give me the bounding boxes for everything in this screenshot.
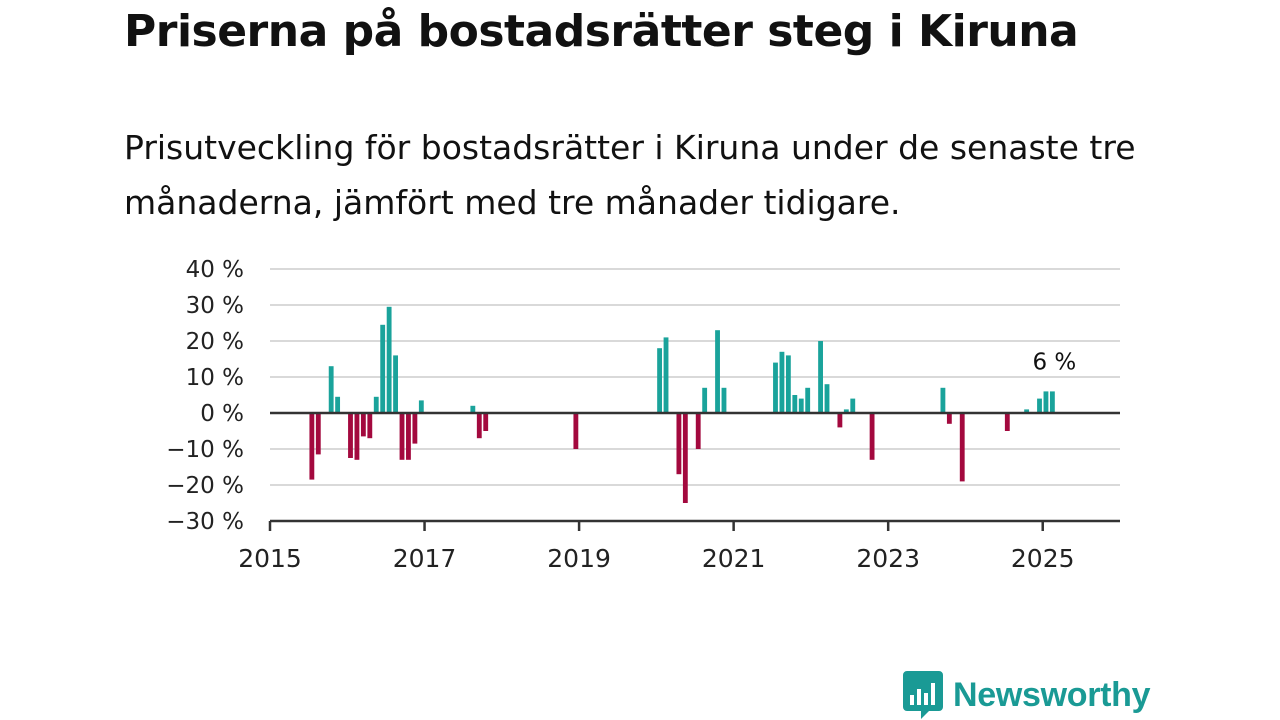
bar: [483, 413, 489, 431]
newsworthy-logo: Newsworthy: [903, 671, 1151, 719]
y-tick-label: 0 %: [200, 401, 244, 427]
bar: [721, 387, 727, 413]
bar: [663, 337, 669, 413]
value-annotation: 6 %: [1032, 349, 1076, 375]
bar: [476, 413, 482, 439]
bar: [348, 413, 353, 458]
bar: [682, 413, 688, 503]
bar: [1037, 398, 1042, 413]
bar: [573, 413, 579, 449]
bar: [315, 413, 321, 455]
y-tick-label: −30 %: [166, 509, 244, 535]
bar: [328, 366, 334, 413]
bar: [824, 384, 830, 413]
bar: [309, 413, 315, 480]
brand-name: Newsworthy: [953, 675, 1151, 714]
bar: [393, 355, 398, 413]
x-tick-label: 2017: [393, 544, 457, 573]
chart-subtitle: Prisutveckling för bostadsrätter i Kirun…: [124, 128, 1136, 222]
bar: [1049, 391, 1055, 413]
chart-title: Priserna på bostadsrätter steg i Kiruna: [124, 6, 1079, 57]
bar: [869, 413, 875, 460]
x-tick-label: 2025: [1011, 544, 1075, 573]
bar: [1043, 391, 1049, 413]
bar: [1004, 413, 1010, 431]
bar: [386, 306, 392, 413]
x-tick-label: 2015: [238, 544, 302, 573]
bar: [406, 413, 411, 460]
bar: [940, 387, 946, 413]
bar: [843, 409, 849, 413]
bar: [785, 355, 791, 413]
bar-chart: 40 % 30 % 20 % 10 % 0 % −10 % −20 % −30 % 2015 20…: [166, 257, 1120, 573]
bar: [335, 396, 341, 413]
bar: [818, 341, 823, 413]
bar: [399, 413, 405, 460]
bar: [367, 413, 373, 439]
bar: [354, 413, 360, 460]
y-tick-label: 30 %: [186, 293, 244, 319]
bar: [779, 351, 785, 413]
x-tick-label: 2021: [702, 544, 766, 573]
bar: [805, 387, 811, 413]
chart-speech-bubble-icon: [903, 671, 943, 719]
y-tick-label: 20 %: [186, 329, 244, 355]
bar: [1024, 409, 1030, 413]
bar: [792, 395, 798, 413]
x-tick-label: 2023: [856, 544, 920, 573]
bar: [470, 405, 476, 413]
y-tick-label: −10 %: [166, 437, 244, 463]
bar: [959, 413, 965, 482]
bar: [850, 398, 856, 413]
bar: [373, 396, 379, 413]
bar: [380, 324, 386, 413]
bar: [695, 413, 701, 449]
bar: [946, 413, 952, 424]
bar: [418, 400, 424, 413]
bar: [837, 413, 843, 428]
bar: [657, 348, 663, 413]
y-tick-label: −20 %: [166, 473, 244, 499]
bar: [412, 413, 418, 444]
y-tick-label: 10 %: [186, 365, 244, 391]
bar: [360, 413, 366, 437]
x-tick-label: 2019: [547, 544, 611, 573]
bar: [798, 398, 804, 413]
bar: [702, 387, 708, 413]
y-tick-label: 40 %: [186, 257, 244, 283]
bar: [773, 362, 778, 413]
bar: [715, 330, 720, 413]
bar: [676, 413, 682, 475]
